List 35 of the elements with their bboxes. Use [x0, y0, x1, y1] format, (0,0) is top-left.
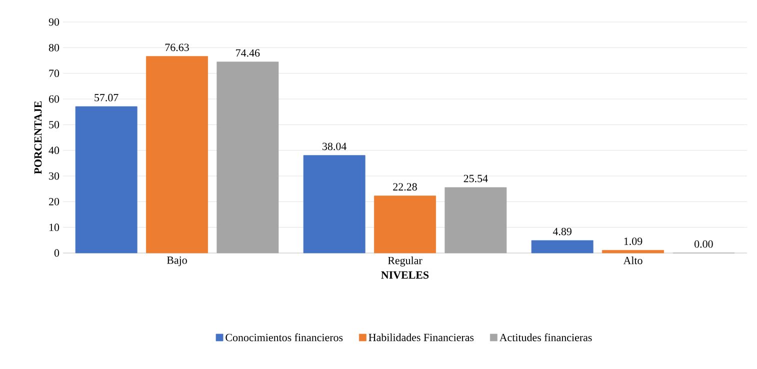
bar: [75, 106, 138, 254]
bar: [531, 240, 594, 254]
data-label: 25.54: [464, 174, 488, 182]
y-tick-label: 70: [49, 70, 60, 78]
legend-label: Habilidades Financieras: [368, 333, 474, 342]
legend-label: Conocimientos financieros: [226, 333, 343, 342]
y-tick-label: 0: [54, 249, 60, 257]
bar: [444, 187, 507, 254]
x-tick-label: Regular: [388, 256, 422, 266]
data-label: 22.28: [393, 183, 417, 191]
data-label: 74.46: [236, 49, 260, 57]
data-label: 76.63: [165, 44, 189, 52]
bar: [374, 196, 436, 254]
y-tick-label: 40: [48, 146, 60, 154]
y-axis-title: PORCENTAJE: [34, 101, 42, 174]
x-tick-label: Bajo: [166, 256, 187, 266]
data-label: 0.00: [694, 240, 713, 248]
bar: [303, 155, 366, 254]
legend-label: Actitudes financieras: [499, 333, 592, 342]
y-tick-label: 90: [48, 18, 60, 26]
data-label: 1.09: [624, 238, 642, 246]
y-tick-label: 10: [49, 224, 60, 232]
y-tick-label: 60: [48, 95, 60, 103]
bar: [216, 62, 279, 254]
x-tick-label: Alto: [623, 256, 642, 264]
bar: [602, 250, 664, 254]
y-tick-label: 80: [48, 44, 60, 52]
data-label: 38.04: [322, 142, 346, 150]
data-label: 57.07: [94, 94, 118, 102]
y-tick-label: 50: [49, 120, 60, 128]
data-label: 4.89: [552, 228, 572, 236]
y-tick-label: 30: [49, 172, 60, 180]
bar: [146, 56, 208, 254]
y-tick-label: 20: [49, 198, 60, 206]
x-axis-title: NIVELES: [381, 271, 429, 279]
